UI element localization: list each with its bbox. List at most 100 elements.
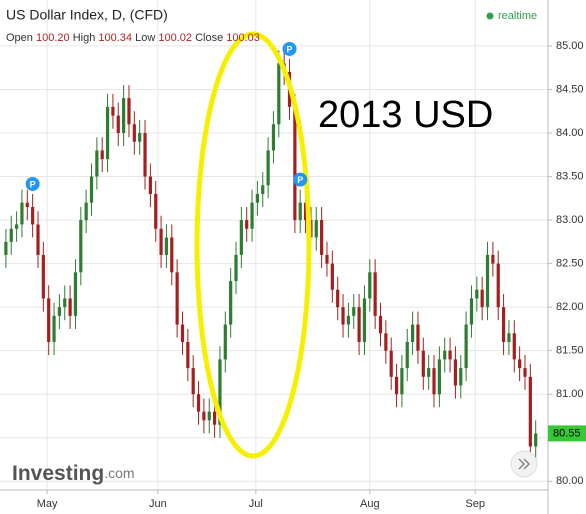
candle-body — [314, 220, 318, 238]
candle-body — [480, 289, 484, 308]
candle-body — [159, 228, 163, 255]
candle-body — [202, 411, 206, 421]
candle-body — [239, 220, 243, 255]
candle-body — [84, 202, 88, 221]
label: Close — [195, 32, 223, 44]
candle-body — [341, 307, 345, 325]
candle-body — [405, 341, 409, 369]
candle-body — [432, 368, 436, 395]
candle-body — [255, 193, 260, 203]
candle-body — [448, 350, 452, 360]
candle-body — [421, 350, 425, 377]
value: 100.03 — [226, 32, 260, 44]
logo: Investing.com — [12, 462, 135, 485]
y-tick-label: 82.00 — [556, 301, 584, 313]
candle-body — [175, 272, 179, 325]
candle-body — [20, 202, 24, 225]
chart-title: US Dollar Index, D, (CFD) — [6, 7, 168, 23]
annotation: 2013 USD — [318, 94, 493, 136]
value: 100.20 — [36, 32, 70, 44]
candle-body — [427, 368, 431, 377]
candle-body — [400, 368, 404, 395]
candle-body — [411, 324, 415, 342]
candle-body — [73, 272, 78, 316]
candle-body — [36, 224, 40, 255]
y-tick-label: 82.50 — [556, 258, 584, 270]
candle-body — [266, 150, 270, 186]
candle-body — [277, 63, 281, 125]
status: realtime — [498, 10, 537, 22]
candle-body — [116, 115, 120, 133]
candle-body — [459, 368, 463, 386]
grid — [0, 0, 548, 490]
scroll-icon — [518, 458, 531, 470]
candle-body — [293, 106, 297, 221]
candle-body — [485, 254, 490, 308]
candle-body — [357, 307, 361, 342]
candle-body — [330, 263, 334, 290]
logo-suffix: .com — [104, 465, 134, 481]
candle-body — [186, 341, 190, 369]
candle-body — [14, 224, 19, 229]
candle-body — [389, 350, 393, 377]
candle-body — [518, 359, 522, 369]
candle-body — [143, 132, 147, 177]
candle-body — [52, 315, 56, 342]
candle-body — [416, 324, 420, 351]
candle-body — [31, 207, 35, 225]
price-tag — [548, 425, 586, 442]
candle-body — [9, 228, 13, 242]
label: Low — [135, 32, 155, 44]
candle-body — [191, 368, 195, 395]
candle-body — [437, 359, 441, 395]
candle-body — [528, 376, 532, 447]
candle-body — [491, 254, 495, 264]
candle-body — [164, 237, 169, 255]
event-marker — [293, 172, 308, 187]
candle-body — [453, 359, 458, 386]
ohlc-legend: Open 100.20 High 100.34 Low 100.02 Close… — [6, 32, 260, 44]
candle-body — [95, 150, 99, 177]
candle-body — [464, 324, 468, 369]
candle-body — [68, 298, 72, 316]
candle-body — [534, 433, 538, 447]
y-tick-label: 83.50 — [556, 170, 584, 182]
highlight-ellipse — [194, 31, 312, 459]
candle-body — [303, 202, 308, 221]
candle-body — [475, 289, 479, 299]
candle-body — [63, 298, 67, 308]
x-tick-label: May — [37, 498, 58, 510]
x-tick-label: Aug — [360, 498, 380, 510]
candle-body — [57, 307, 62, 316]
candle-body — [443, 350, 447, 360]
x-tick-label: Sep — [465, 498, 485, 510]
event-label: P — [287, 44, 293, 54]
candle-body — [89, 176, 94, 203]
y-tick-label: 85.00 — [556, 40, 584, 52]
candle-body — [298, 202, 302, 221]
candle-body — [512, 333, 516, 360]
candle-body — [346, 315, 350, 325]
candle-body — [79, 220, 83, 273]
candles — [4, 50, 538, 460]
y-tick-label: 81.50 — [556, 345, 584, 357]
candle-body — [132, 124, 136, 142]
candle-body — [394, 376, 399, 395]
candle-body — [212, 411, 217, 425]
candle-body — [207, 411, 211, 421]
candle-body — [25, 202, 29, 208]
candle-body — [154, 193, 158, 229]
label: Open — [6, 32, 33, 44]
event-marker — [282, 41, 297, 56]
candle-body — [100, 150, 104, 160]
candle-body — [180, 324, 185, 342]
candle-body — [507, 333, 511, 342]
event-marker — [25, 176, 40, 191]
candle-body — [336, 289, 340, 308]
candle-body — [196, 394, 201, 412]
candle-body — [105, 106, 110, 160]
price-tag-label: 80.55 — [553, 427, 581, 439]
candle-body — [469, 298, 474, 325]
candle-body — [111, 106, 115, 116]
candle-body — [229, 281, 233, 325]
